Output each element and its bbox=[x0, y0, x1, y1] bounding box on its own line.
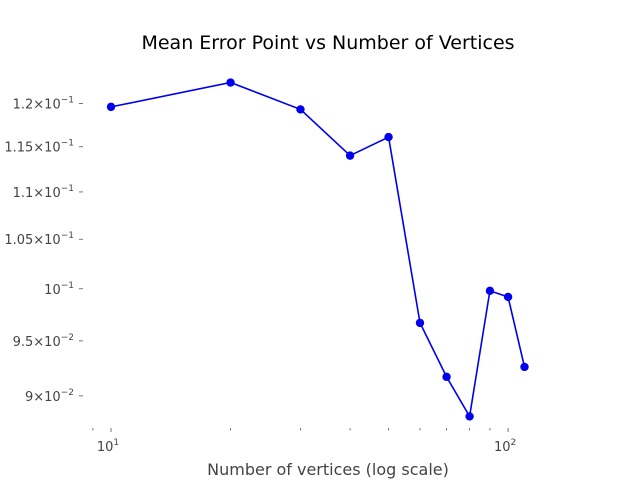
y-tick-label: 1.15×10−1 bbox=[4, 139, 74, 156]
x-axis: 101 102 bbox=[92, 428, 516, 455]
data-point bbox=[415, 318, 425, 328]
y-tick-label: 1.2×10−1 bbox=[13, 95, 74, 112]
data-point bbox=[520, 362, 529, 372]
data-point bbox=[226, 78, 235, 87]
y-tick-label: 9.5×10−2 bbox=[13, 333, 74, 350]
data-point bbox=[296, 105, 305, 114]
data-point bbox=[503, 292, 513, 302]
y-axis: 9×10−2 9.5×10−2 10−1 1.05×10−1 1.1×10−1 1.15×… bbox=[4, 95, 83, 405]
plot-area bbox=[106, 78, 529, 421]
y-tick-label: 1.05×10−1 bbox=[4, 231, 74, 248]
y-tick-label: 10−1 bbox=[44, 281, 74, 298]
data-point bbox=[384, 132, 393, 142]
x-tick-label: 101 bbox=[97, 438, 119, 455]
data-point bbox=[442, 372, 451, 382]
y-tick-label: 1.1×10−1 bbox=[13, 184, 74, 201]
y-tick-label: 9×10−2 bbox=[25, 388, 74, 405]
data-point bbox=[485, 286, 495, 296]
chart-title: Mean Error Point vs Number of Vertices bbox=[141, 32, 514, 54]
x-tick-label: 102 bbox=[494, 438, 516, 455]
data-point bbox=[465, 412, 474, 421]
data-point bbox=[345, 151, 355, 160]
data-point bbox=[106, 102, 116, 112]
x-axis-label: Number of vertices (log scale) bbox=[207, 460, 449, 479]
series-line bbox=[110, 81, 526, 419]
